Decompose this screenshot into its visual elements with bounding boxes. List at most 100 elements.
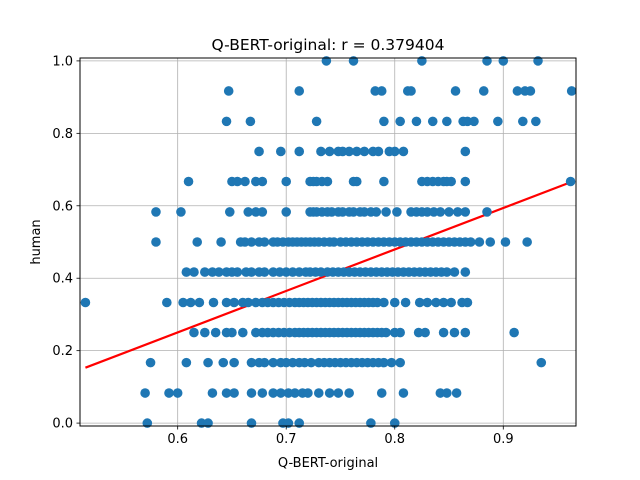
- data-point: [398, 388, 409, 398]
- y-tick-label: 0.0: [52, 417, 73, 432]
- data-point: [254, 146, 264, 157]
- data-point: [379, 176, 389, 187]
- data-point: [371, 207, 382, 217]
- data-point: [449, 267, 460, 277]
- data-point: [442, 388, 452, 398]
- data-point: [398, 146, 409, 157]
- data-point: [229, 297, 239, 308]
- data-point: [522, 237, 532, 247]
- y-axis-label: human: [29, 219, 44, 264]
- data-point: [245, 116, 256, 127]
- data-point: [324, 146, 335, 157]
- y-tick-label: 0.4: [52, 272, 73, 287]
- data-point: [565, 176, 576, 187]
- data-point: [531, 116, 541, 127]
- data-point: [381, 207, 391, 217]
- data-point: [216, 237, 226, 247]
- data-point: [223, 86, 234, 96]
- data-point: [181, 267, 192, 277]
- data-point: [431, 297, 441, 308]
- data-point: [172, 388, 183, 398]
- data-point: [322, 176, 333, 187]
- data-point: [460, 267, 471, 277]
- data-point: [218, 357, 229, 368]
- data-point: [221, 297, 232, 308]
- data-point: [145, 357, 156, 368]
- data-point: [259, 237, 270, 247]
- data-point: [525, 86, 536, 96]
- data-point: [194, 297, 205, 308]
- data-point: [313, 388, 324, 398]
- y-tick-label: 0.6: [52, 199, 73, 214]
- data-point: [257, 207, 268, 217]
- data-point: [465, 237, 476, 247]
- data-point: [389, 146, 400, 157]
- data-point: [344, 146, 354, 157]
- data-point: [200, 267, 210, 277]
- data-point: [200, 327, 210, 338]
- data-point: [207, 388, 218, 398]
- data-point: [512, 86, 523, 96]
- data-point: [376, 388, 387, 398]
- x-tick-label: 0.7: [276, 432, 297, 447]
- data-point: [178, 297, 188, 308]
- data-point: [386, 357, 397, 368]
- data-point: [238, 327, 248, 338]
- data-point: [460, 327, 471, 338]
- data-point: [140, 388, 150, 398]
- data-point: [451, 388, 462, 398]
- data-point: [493, 116, 503, 127]
- data-point: [478, 86, 489, 96]
- data-point: [566, 86, 577, 96]
- data-point: [351, 176, 362, 187]
- data-point: [151, 237, 161, 247]
- data-point: [189, 327, 199, 338]
- data-point: [324, 388, 335, 398]
- chart-title: Q-BERT-original: r = 0.379404: [212, 36, 445, 54]
- data-point: [176, 207, 186, 217]
- data-point: [444, 207, 454, 217]
- data-point: [246, 357, 257, 368]
- data-point: [281, 176, 292, 187]
- data-point: [536, 357, 547, 368]
- data-point: [227, 327, 237, 338]
- data-point: [257, 176, 268, 187]
- data-point: [183, 176, 194, 187]
- data-point: [268, 357, 278, 368]
- data-point: [442, 116, 452, 127]
- data-point: [229, 357, 239, 368]
- data-point: [344, 388, 354, 398]
- data-point: [414, 297, 425, 308]
- data-point: [246, 267, 257, 277]
- data-point: [400, 297, 411, 308]
- data-point: [246, 388, 257, 398]
- data-point: [185, 297, 196, 308]
- data-point: [164, 388, 174, 398]
- data-point: [221, 116, 232, 127]
- data-point: [406, 86, 416, 96]
- data-point: [192, 237, 203, 247]
- data-point: [442, 267, 452, 277]
- data-point: [281, 207, 292, 217]
- data-point: [214, 267, 224, 277]
- data-point: [151, 207, 161, 217]
- data-point: [275, 388, 286, 398]
- data-point: [395, 116, 405, 127]
- data-point: [438, 297, 449, 308]
- data-point: [427, 116, 438, 127]
- data-point: [303, 388, 313, 398]
- plot-frame: [79, 57, 577, 427]
- data-point: [500, 237, 511, 247]
- data-point: [232, 267, 243, 277]
- y-tick-label: 0.8: [52, 127, 73, 142]
- data-point: [411, 116, 422, 127]
- data-point: [435, 207, 446, 217]
- data-point: [474, 237, 485, 247]
- data-point: [379, 116, 389, 127]
- data-point: [246, 237, 257, 247]
- data-point: [351, 146, 362, 157]
- data-point: [268, 388, 278, 398]
- data-point: [518, 116, 528, 127]
- x-axis-ticks: 0.6 0.7 0.8 0.9: [167, 426, 514, 447]
